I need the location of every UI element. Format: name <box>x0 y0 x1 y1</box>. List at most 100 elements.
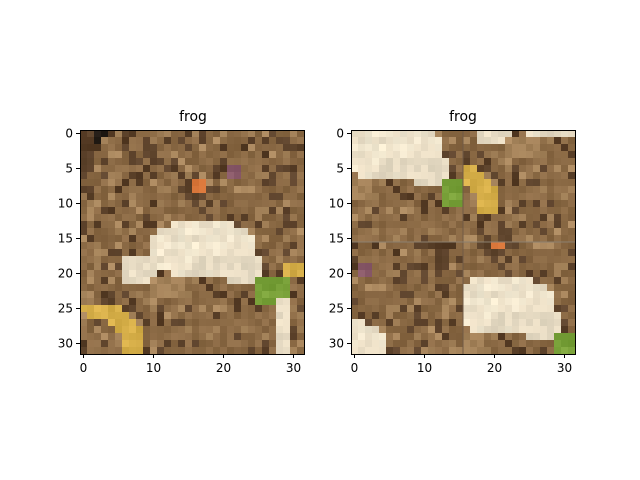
image-pixel <box>87 221 95 229</box>
image-pixel <box>80 298 88 306</box>
image-pixel <box>505 347 513 355</box>
image-pixel <box>87 200 95 208</box>
image-pixel <box>234 193 242 201</box>
image-pixel <box>213 228 221 236</box>
image-pixel <box>143 242 151 250</box>
image-pixel <box>94 130 102 138</box>
image-pixel <box>129 277 137 285</box>
image-pixel <box>150 172 158 180</box>
image-pixel <box>94 242 102 250</box>
image-pixel <box>115 263 123 271</box>
image-pixel <box>498 179 506 187</box>
image-pixel <box>241 291 249 299</box>
image-pixel <box>213 326 221 334</box>
image-pixel <box>234 207 242 215</box>
image-pixel <box>220 165 228 173</box>
image-pixel <box>526 172 534 180</box>
image-pixel <box>477 298 485 306</box>
image-pixel <box>561 172 569 180</box>
image-pixel <box>220 270 228 278</box>
image-pixel <box>512 158 520 166</box>
image-pixel <box>171 200 179 208</box>
image-pixel <box>185 137 193 145</box>
image-pixel <box>283 340 291 348</box>
image-pixel <box>241 312 249 320</box>
image-pixel <box>157 214 165 222</box>
image-pixel <box>540 298 548 306</box>
image-pixel <box>498 312 506 320</box>
image-pixel <box>498 270 506 278</box>
image-pixel <box>178 277 186 285</box>
image-pixel <box>547 186 555 194</box>
image-pixel <box>561 228 569 236</box>
image-pixel <box>540 277 548 285</box>
image-pixel <box>568 158 576 166</box>
image-pixel <box>87 207 95 215</box>
image-pixel <box>498 172 506 180</box>
image-pixel <box>547 179 555 187</box>
image-pixel <box>255 298 263 306</box>
image-pixel <box>185 298 193 306</box>
image-pixel <box>519 277 527 285</box>
image-pixel <box>421 263 429 271</box>
image-pixel <box>505 144 513 152</box>
image-pixel <box>115 333 123 341</box>
image-pixel <box>414 151 422 159</box>
image-pixel <box>407 193 415 201</box>
image-pixel <box>192 256 200 264</box>
image-pixel <box>365 221 373 229</box>
image-pixel <box>568 221 576 229</box>
image-pixel <box>463 130 471 138</box>
image-pixel <box>540 270 548 278</box>
image-pixel <box>561 319 569 327</box>
image-pixel <box>365 144 373 152</box>
image-pixel <box>470 256 478 264</box>
image-pixel <box>227 242 235 250</box>
image-pixel <box>206 312 214 320</box>
image-pixel <box>428 151 436 159</box>
image-pixel <box>269 144 277 152</box>
image-pixel <box>192 340 200 348</box>
image-pixel <box>484 144 492 152</box>
image-pixel <box>122 326 130 334</box>
image-pixel <box>428 179 436 187</box>
image-pixel <box>178 214 186 222</box>
image-pixel <box>206 249 214 257</box>
image-pixel <box>115 186 123 194</box>
image-pixel <box>101 130 109 138</box>
image-pixel <box>512 172 520 180</box>
image-pixel <box>484 165 492 173</box>
image-pixel <box>365 186 373 194</box>
image-pixel <box>206 347 214 355</box>
image-pixel <box>421 277 429 285</box>
image-pixel <box>561 347 569 355</box>
image-pixel <box>297 263 305 271</box>
image-pixel <box>568 277 576 285</box>
image-pixel <box>115 298 123 306</box>
image-pixel <box>512 228 520 236</box>
image-pixel <box>255 291 263 299</box>
image-pixel <box>498 277 506 285</box>
image-pixel <box>171 284 179 292</box>
image-pixel <box>227 270 235 278</box>
image-pixel <box>262 270 270 278</box>
image-pixel <box>157 242 165 250</box>
image-pixel <box>554 144 562 152</box>
image-pixel <box>372 235 380 243</box>
image-pixel <box>456 158 464 166</box>
image-pixel <box>283 242 291 250</box>
image-pixel <box>428 172 436 180</box>
image-pixel <box>276 242 284 250</box>
image-pixel <box>554 193 562 201</box>
image-pixel <box>101 228 109 236</box>
image-pixel <box>297 291 305 299</box>
image-pixel <box>526 221 534 229</box>
image-pixel <box>400 305 408 313</box>
image-pixel <box>164 235 172 243</box>
image-pixel <box>227 291 235 299</box>
image-pixel <box>372 256 380 264</box>
image-pixel <box>568 186 576 194</box>
image-pixel <box>192 207 200 215</box>
image-pixel <box>435 137 443 145</box>
image-pixel <box>547 326 555 334</box>
